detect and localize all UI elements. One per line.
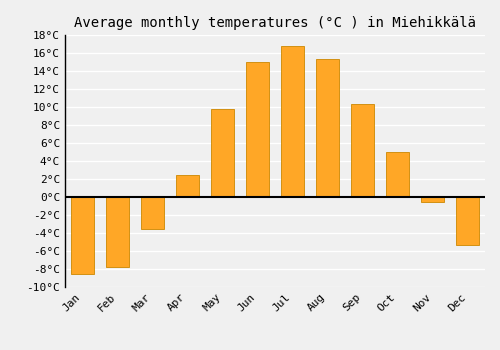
- Bar: [316, 59, 339, 197]
- Bar: [246, 62, 269, 197]
- Bar: [281, 46, 304, 197]
- Bar: [176, 175, 199, 197]
- Bar: [71, 197, 94, 273]
- Bar: [351, 104, 374, 197]
- Bar: [141, 197, 164, 229]
- Bar: [386, 152, 409, 197]
- Bar: [106, 197, 129, 267]
- Bar: [421, 197, 444, 202]
- Title: Average monthly temperatures (°C ) in Miehikkälä: Average monthly temperatures (°C ) in Mi…: [74, 16, 476, 30]
- Bar: [211, 109, 234, 197]
- Bar: [456, 197, 479, 245]
